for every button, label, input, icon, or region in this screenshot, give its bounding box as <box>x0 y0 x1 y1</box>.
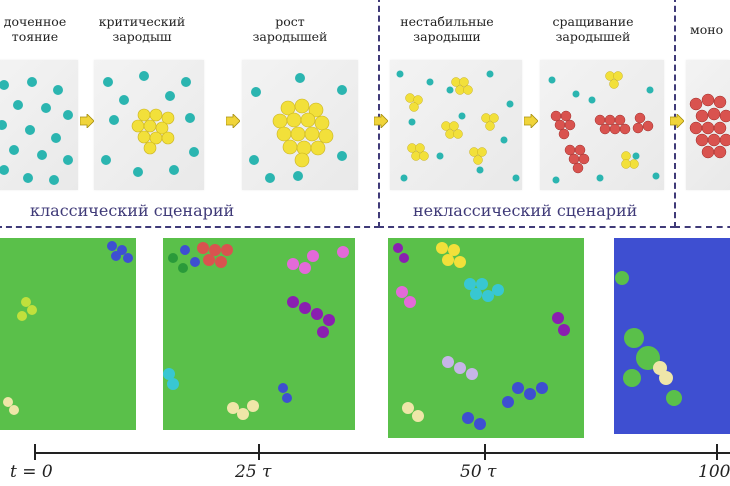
stage-label-critical-nucleus: критический зародыш <box>98 14 186 44</box>
arrow-icon <box>670 114 684 128</box>
clusters-25 <box>163 242 349 420</box>
snapshot-100 <box>614 238 730 434</box>
clusters-t0 <box>3 241 133 415</box>
particles-nuclei-fusion <box>548 71 660 184</box>
snapshot-25 <box>163 238 355 430</box>
panel-nucleus-growth <box>242 60 358 190</box>
stage-label-ordered: дoченное тояние <box>3 14 67 44</box>
particles-ordered <box>0 77 73 185</box>
classical-scenario-label: классический сценарий <box>30 201 235 220</box>
panel-nuclei-fusion <box>540 60 664 190</box>
panel-unstable-nuclei <box>390 60 522 190</box>
snapshot-t0 <box>0 238 136 430</box>
arrow-icon <box>80 114 94 128</box>
arrow-icon <box>226 114 240 128</box>
stage-label-mono: моно <box>690 22 724 37</box>
tick-label-100: 100 <box>698 462 730 482</box>
snapshot-50 <box>388 238 584 438</box>
nonclassical-scenario-label: неклассический сценарий <box>413 201 638 220</box>
particles-unstable-nuclei <box>396 70 520 182</box>
panel-critical-nucleus <box>94 60 204 190</box>
timeline-tick <box>258 444 260 460</box>
particles-nucleus-growth <box>249 73 347 183</box>
tick-label-25: 25 τ <box>235 462 272 482</box>
tick-label-50: 50 τ <box>460 462 497 482</box>
panel-mono <box>686 60 730 190</box>
timeline-axis <box>34 452 730 454</box>
timeline-tick <box>716 444 718 460</box>
tick-label-t0: t = 0 <box>10 462 53 482</box>
clusters-100 <box>614 238 730 434</box>
particles-critical-nucleus <box>101 71 199 177</box>
stage-label-nucleus-growth: рост зародышей <box>252 14 328 44</box>
panel-ordered <box>0 60 78 190</box>
clusters-50 <box>393 242 570 430</box>
particles-mono <box>689 93 730 159</box>
stage-label-unstable-nuclei: нестабильные зародыши <box>400 14 494 44</box>
arrow-icon <box>524 114 538 128</box>
timeline-tick <box>484 444 486 460</box>
arrow-icon <box>374 114 388 128</box>
timeline-tick <box>34 444 36 460</box>
mono-scenario-box <box>674 0 730 228</box>
stage-label-nuclei-fusion: сращивание зародышей <box>552 14 634 44</box>
